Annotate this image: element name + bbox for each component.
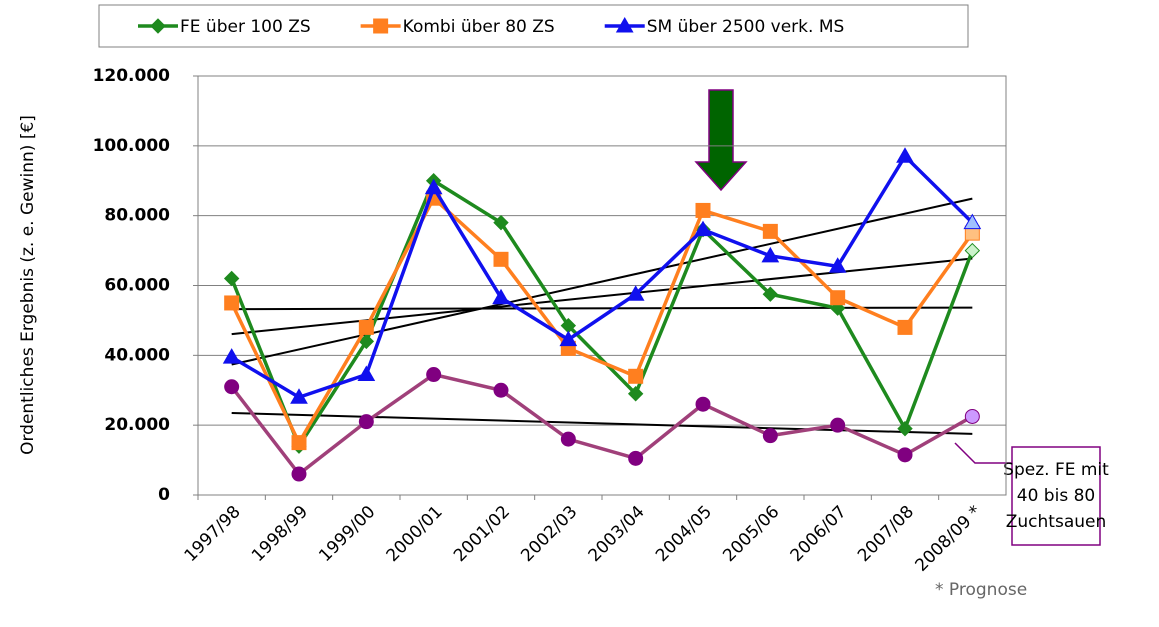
x-tick-label: 2002/03: [517, 502, 581, 566]
x-tick-label: 1998/99: [248, 502, 312, 566]
marker: [493, 382, 509, 398]
legend-box: [98, 4, 969, 48]
marker: [223, 270, 240, 287]
marker: [897, 420, 913, 437]
marker: [358, 333, 375, 350]
marker: [426, 367, 442, 383]
marker: [628, 368, 644, 384]
trend-line: [231, 306, 973, 311]
marker: [896, 147, 914, 163]
y-tick-label: 20.000: [104, 415, 170, 435]
marker: [964, 242, 981, 259]
marker: [762, 286, 779, 302]
marker: [559, 330, 578, 347]
marker: [615, 16, 634, 33]
marker: [694, 220, 712, 237]
marker: [897, 447, 913, 463]
y-tick-label: 0: [158, 485, 170, 505]
marker: [963, 213, 982, 230]
marker: [492, 288, 510, 305]
marker: [373, 18, 389, 34]
marker: [222, 348, 241, 364]
x-tick-label: 2008/09 *: [911, 502, 985, 576]
y-tick-label: 100.000: [93, 136, 171, 156]
y-tick-label: 60.000: [104, 276, 170, 296]
x-tick-label: 1999/00: [315, 502, 379, 566]
marker: [358, 319, 374, 335]
marker: [358, 414, 374, 430]
marker: [290, 388, 308, 404]
x-tick-label: 2001/02: [450, 502, 514, 566]
marker: [150, 18, 166, 34]
marker: [762, 428, 778, 444]
x-tick-label: 1997/98: [181, 502, 245, 566]
y-tick-label: 40.000: [104, 345, 170, 365]
legend-label: SM über 2500 verk. MS: [647, 17, 845, 37]
annotation-box: [1011, 446, 1101, 546]
x-tick-label: 2004/05: [652, 502, 716, 566]
marker: [627, 386, 644, 402]
x-tick-label: 2003/04: [585, 502, 649, 566]
trend-line: [231, 257, 973, 336]
series-line: [230, 153, 974, 400]
marker: [695, 202, 711, 218]
marker: [560, 431, 576, 447]
marker: [762, 223, 778, 239]
marker: [424, 178, 443, 195]
y-axis-label: Ordentliches Ergebnis (z. e. Gewinn) [€]: [18, 115, 38, 455]
marker: [291, 466, 307, 482]
series-line: [230, 195, 974, 447]
marker: [493, 214, 509, 231]
marker: [493, 251, 509, 267]
annotation-text: Zuchtsauen: [1006, 512, 1107, 532]
marker: [761, 246, 780, 263]
x-tick-label: 2007/08: [854, 502, 918, 566]
annotation-text: 40 bis 80: [1017, 486, 1095, 506]
series-line: [230, 178, 974, 450]
x-tick-label: 2000/01: [383, 502, 447, 566]
y-tick-label: 120.000: [93, 66, 171, 86]
series-line: [230, 372, 974, 477]
annotation-text: Spez. FE mit: [1003, 460, 1109, 480]
marker: [830, 290, 846, 306]
y-tick-label: 80.000: [104, 206, 170, 226]
marker: [224, 295, 240, 311]
x-tick-label: 2006/07: [787, 502, 851, 566]
marker: [628, 450, 644, 466]
marker: [357, 365, 376, 382]
marker: [291, 435, 307, 451]
marker: [897, 319, 913, 335]
legend-label: Kombi über 80 ZS: [403, 17, 555, 37]
marker: [828, 257, 847, 273]
footnote: * Prognose: [935, 580, 1027, 600]
marker: [224, 379, 240, 395]
annotation-connector: [954, 442, 1012, 464]
marker: [964, 408, 980, 424]
arrow: [694, 89, 748, 192]
x-tick-label: 2005/06: [719, 502, 783, 566]
marker: [626, 285, 645, 301]
trend-line: [231, 197, 973, 366]
marker: [830, 417, 846, 433]
marker: [695, 396, 711, 412]
legend-label: FE über 100 ZS: [180, 17, 311, 37]
trend-line: [231, 411, 973, 435]
